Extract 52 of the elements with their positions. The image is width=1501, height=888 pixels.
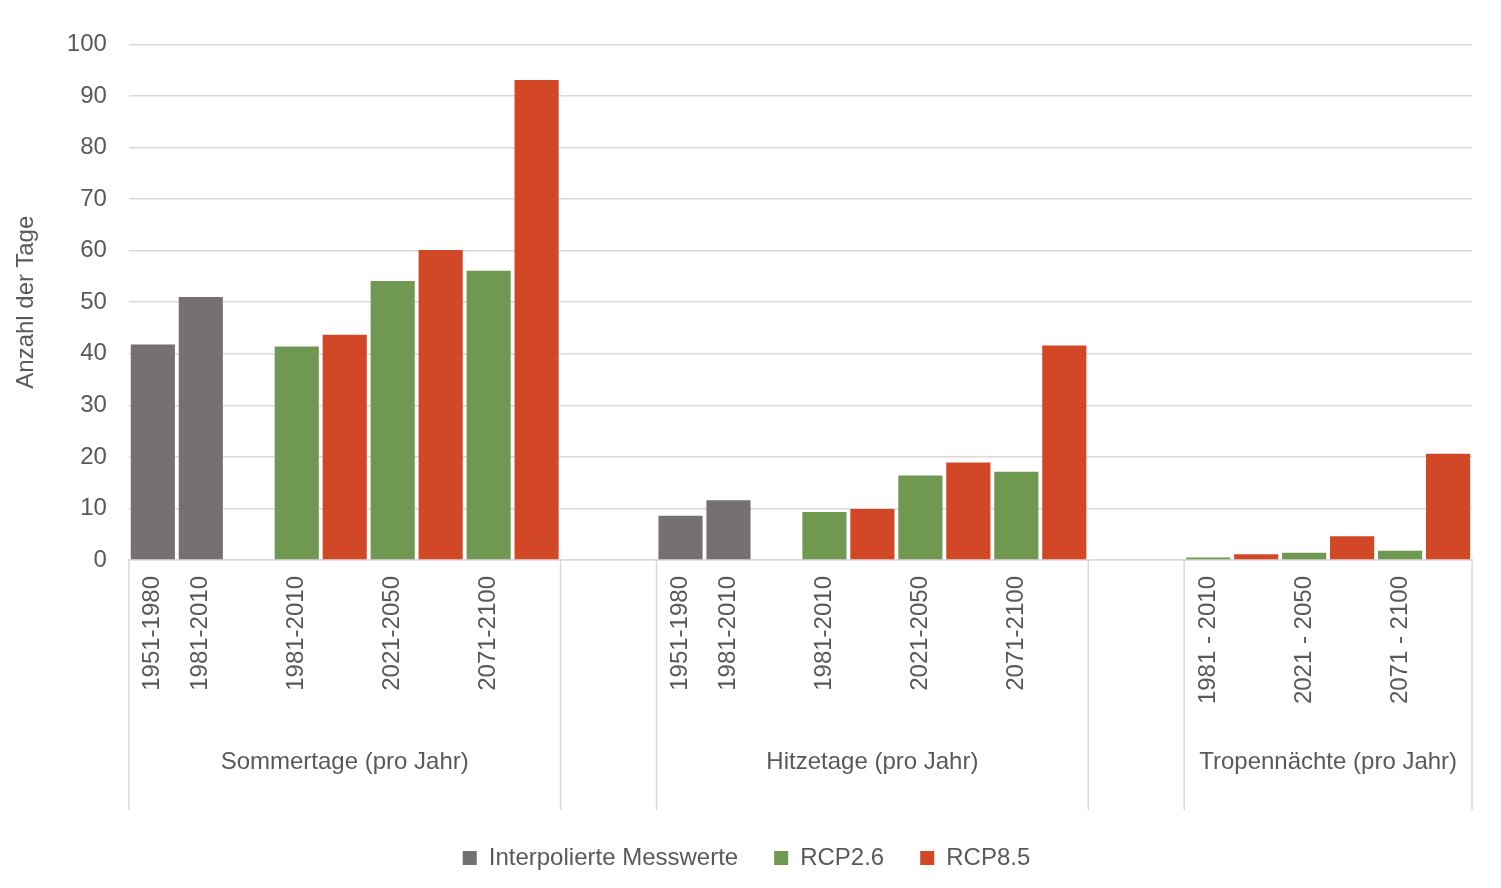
legend-label: RCP2.6 [800,842,885,870]
x-tick-label: 2071-2100 [1000,576,1028,691]
y-tick-label: 50 [80,286,107,314]
bar [802,512,847,560]
x-tick-label: 1981-2010 [809,576,837,691]
bar [706,500,751,560]
y-tick-label: 20 [80,441,107,469]
bar [994,471,1039,560]
text: Tropennächte (pro Jahr) [1199,746,1458,774]
bar [322,334,367,560]
x-tick-label: 2071 - 2100 [1384,576,1412,705]
x-tick-label: 1981-2010 [713,576,741,691]
y-tick-label: 80 [80,132,107,160]
bar [466,270,511,560]
y-tick-label: 90 [80,80,107,108]
bar [1378,550,1423,560]
legend-label: RCP8.5 [946,842,1031,870]
bar [274,346,319,560]
x-tick-label: 2021-2050 [377,576,405,691]
x-tick-label: 2071-2100 [473,576,501,691]
bar [1282,552,1327,560]
bar [1042,345,1087,560]
bar [658,515,703,560]
bar [1425,453,1471,560]
y-tick-label: 70 [80,183,107,211]
bar [130,344,175,560]
legend-label: Interpolierte Messwerte [488,842,739,870]
x-tick-label: 1951-1980 [665,576,693,691]
bar [514,79,559,560]
x-tick-label: 1981-2010 [281,576,309,691]
bar [946,462,991,560]
y-axis-title: Anzahl der Tage [11,215,39,389]
bar [418,250,463,560]
y-tick-label: 30 [80,389,107,417]
bar [370,281,415,560]
x-tick-label: 2021 - 2050 [1288,576,1316,705]
text: Hitzetage (pro Jahr) [766,746,979,774]
y-tick-label: 100 [66,29,107,57]
x-tick-label: 2021-2050 [905,576,932,691]
y-tick-label: 0 [93,544,107,572]
x-tick-label: 1981-2010 [185,576,213,691]
x-tick-label: 1981 - 2010 [1192,576,1220,705]
text: Sommertage (pro Jahr) [220,746,469,774]
bar [898,475,943,560]
bar [850,508,895,560]
y-tick-label: 60 [80,235,107,263]
y-tick-label: 10 [80,493,107,521]
x-tick-label: 1951-1980 [137,576,165,691]
y-tick-label: 40 [80,338,107,366]
bar [178,297,223,560]
bar [1330,536,1375,560]
bar [1234,554,1279,560]
